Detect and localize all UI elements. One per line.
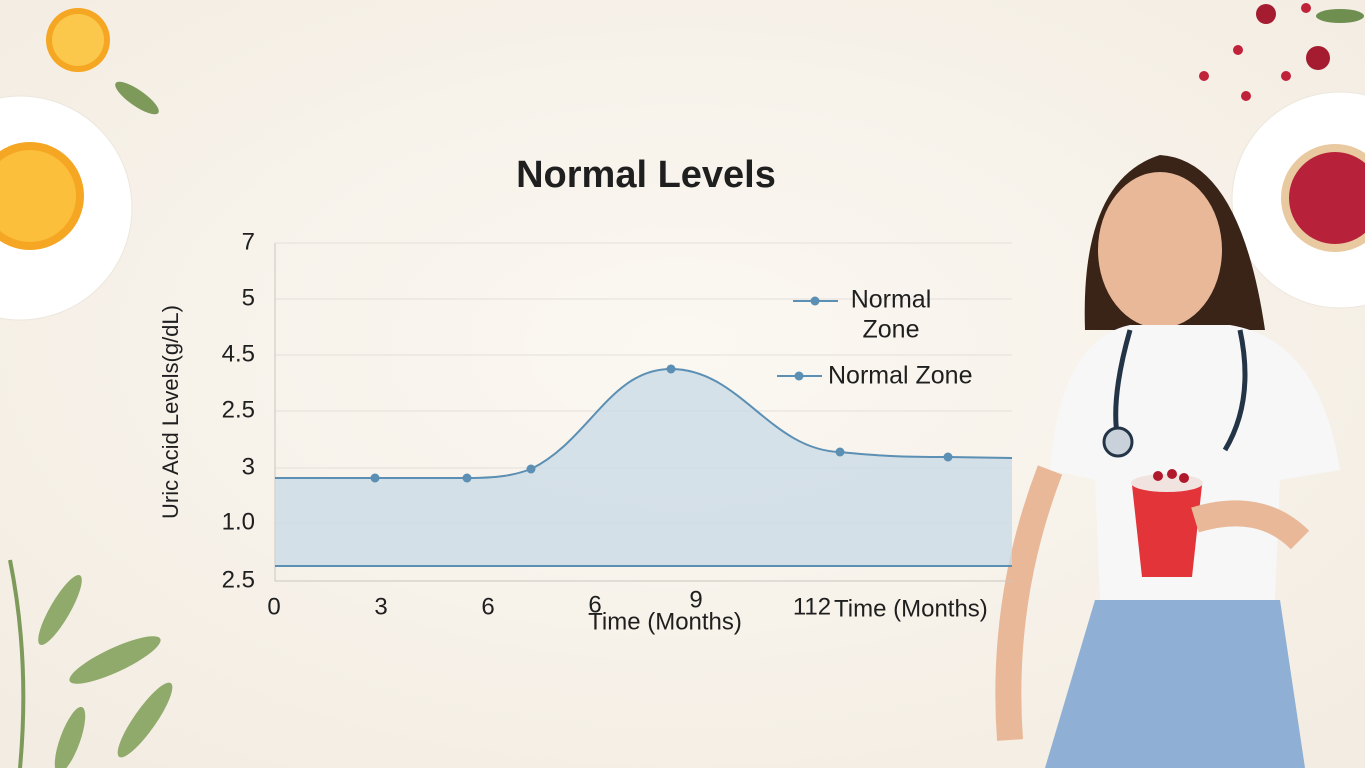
curve [275,367,1013,479]
y-label: 5 [242,284,255,311]
legend-label: Normal Zone [828,362,973,390]
y-label: 2.5 [222,396,255,423]
legend: Normal Zone Normal Zone [777,286,973,390]
y-label: 7 [242,228,255,255]
y-label: 1.0 [222,508,255,535]
legend-label: Zone [863,316,920,344]
x-label: 6 [481,593,494,620]
decor-left [0,8,173,768]
y-label: 4.5 [222,340,255,367]
x-label: 0 [267,593,280,620]
x-label: 6 [588,591,601,618]
decor-right [1199,3,1365,309]
points [370,364,953,483]
x-axis-label: Time (Months) [588,608,742,635]
x-label: 112 [793,593,831,620]
y-label: 2.5 [222,566,255,593]
y-axis-label: Uric Acid Levels(g/dL) [158,305,183,519]
title: Normal Levels [516,154,776,196]
person-illustration [995,155,1340,768]
x-label: 3 [374,593,387,620]
y-label: 3 [242,453,255,480]
area [275,369,1012,566]
x-label: Time (Months) [834,595,988,622]
x-label: 9 [689,586,702,613]
legend-label: Normal [851,286,932,314]
